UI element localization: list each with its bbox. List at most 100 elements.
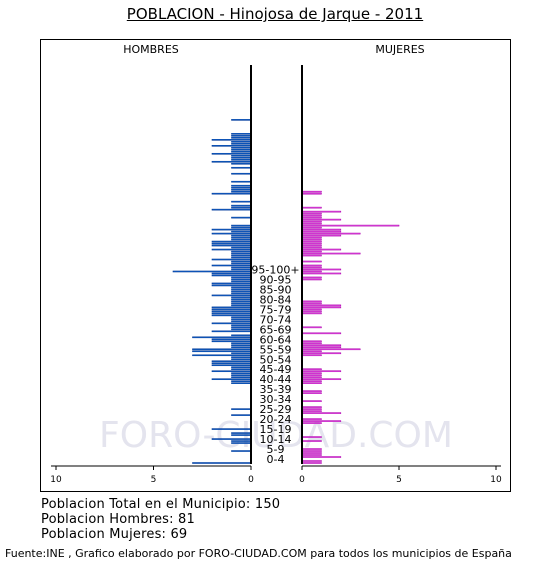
bar-women <box>301 216 322 219</box>
bar-men <box>231 268 252 271</box>
bar-women <box>301 390 322 392</box>
bar-men <box>231 442 252 444</box>
bar-men <box>231 440 252 442</box>
bar-women <box>301 420 342 422</box>
tick-label-left: 10 <box>50 475 62 485</box>
bar-men <box>231 146 252 149</box>
bar-men <box>231 290 252 293</box>
bar-men <box>231 324 252 327</box>
bar-women <box>301 452 322 454</box>
bar-men <box>231 326 252 329</box>
bar-men <box>211 340 252 343</box>
bar-men <box>231 296 252 299</box>
age-group-label: 65-69 <box>260 323 292 336</box>
age-group-label: 25-29 <box>260 403 292 416</box>
chart-frame: HOMBRES MUJERES FORO-CIUDAD.COM 0-4 5-9 10… <box>40 39 511 492</box>
bar-men <box>231 166 252 169</box>
age-group-label: 0-4 <box>267 453 285 466</box>
bar-men <box>192 462 252 464</box>
bar-women <box>301 278 322 281</box>
bar-men <box>231 184 252 187</box>
bar-women <box>301 340 322 343</box>
bar-women <box>301 244 322 247</box>
age-group-label: 95-100+ <box>251 263 299 276</box>
watermark: FORO-CIUDAD.COM <box>99 415 453 456</box>
bar-women <box>301 304 342 307</box>
bar-men <box>211 208 252 211</box>
bar-men <box>231 148 252 151</box>
bar-men <box>211 428 252 430</box>
bar-men <box>231 382 252 384</box>
population-pyramid: HOMBRES MUJERES FORO-CIUDAD.COM 0-45-910… <box>50 43 502 485</box>
bar-men <box>211 264 252 267</box>
bar-men <box>231 320 252 323</box>
bar-men <box>231 328 252 331</box>
bar-men <box>231 234 252 237</box>
bar-men <box>231 256 252 259</box>
bar-women <box>301 448 322 450</box>
bar-men <box>231 119 252 121</box>
bar-men <box>231 216 252 219</box>
chart-title: POBLACION - Hinojosa de Jarque - 2011 <box>126 5 424 23</box>
bar-women <box>301 276 322 279</box>
bar-men <box>211 228 252 231</box>
bar-women <box>301 206 322 209</box>
bar-men <box>231 252 252 255</box>
bar-men <box>231 150 252 153</box>
bar-women <box>301 224 400 227</box>
bar-women <box>301 332 342 335</box>
bar-men <box>231 236 252 239</box>
source-note: Fuente:INE , Grafico elaborado por FORO-… <box>5 547 512 560</box>
bar-women <box>301 260 322 263</box>
bar-men <box>231 260 252 263</box>
bar-men <box>231 366 252 369</box>
bar-men <box>231 190 252 193</box>
bar-women <box>301 422 322 424</box>
bar-women <box>301 454 322 456</box>
bar-men <box>211 438 252 440</box>
age-group-label: 45-49 <box>260 363 292 376</box>
age-group-label: 85-90 <box>260 283 292 296</box>
bar-women <box>301 234 342 237</box>
bar-women <box>301 462 322 464</box>
bar-women <box>301 250 322 253</box>
age-group-label: 90-95 <box>260 273 292 286</box>
bar-women <box>301 242 322 245</box>
bar-women <box>301 310 322 313</box>
bar-men <box>211 248 252 251</box>
header-mujeres: MUJERES <box>375 43 424 56</box>
women-population: Poblacion Mujeres: 69 <box>41 527 188 542</box>
bar-men <box>231 316 252 319</box>
bar-men <box>211 322 252 325</box>
bar-men <box>231 224 252 227</box>
bar-women <box>301 226 322 229</box>
bar-men <box>211 314 252 317</box>
bar-women <box>301 326 322 329</box>
bar-men <box>211 274 252 277</box>
bar-men <box>231 141 252 143</box>
bar-men <box>211 152 252 155</box>
bar-men <box>231 133 252 135</box>
bar-men <box>231 180 252 183</box>
bar-men <box>231 226 252 229</box>
bar-women <box>301 372 322 375</box>
bar-men <box>231 266 252 269</box>
bar-women <box>301 268 342 271</box>
bar-men <box>211 160 252 163</box>
bar-men <box>211 338 252 341</box>
bar-women <box>301 374 322 377</box>
bar-men <box>231 204 252 207</box>
bar-men <box>211 282 252 285</box>
bar-women <box>301 350 322 353</box>
bar-men <box>231 408 252 410</box>
bar-men <box>211 310 252 313</box>
bar-men <box>211 242 252 245</box>
bar-men <box>211 244 252 247</box>
bar-men <box>231 188 252 191</box>
bar-men <box>231 230 252 233</box>
bar-women <box>301 240 322 243</box>
bar-men <box>231 186 252 189</box>
age-group-label: 30-34 <box>260 393 292 406</box>
bar-women <box>301 406 322 408</box>
bar-women <box>301 354 322 357</box>
